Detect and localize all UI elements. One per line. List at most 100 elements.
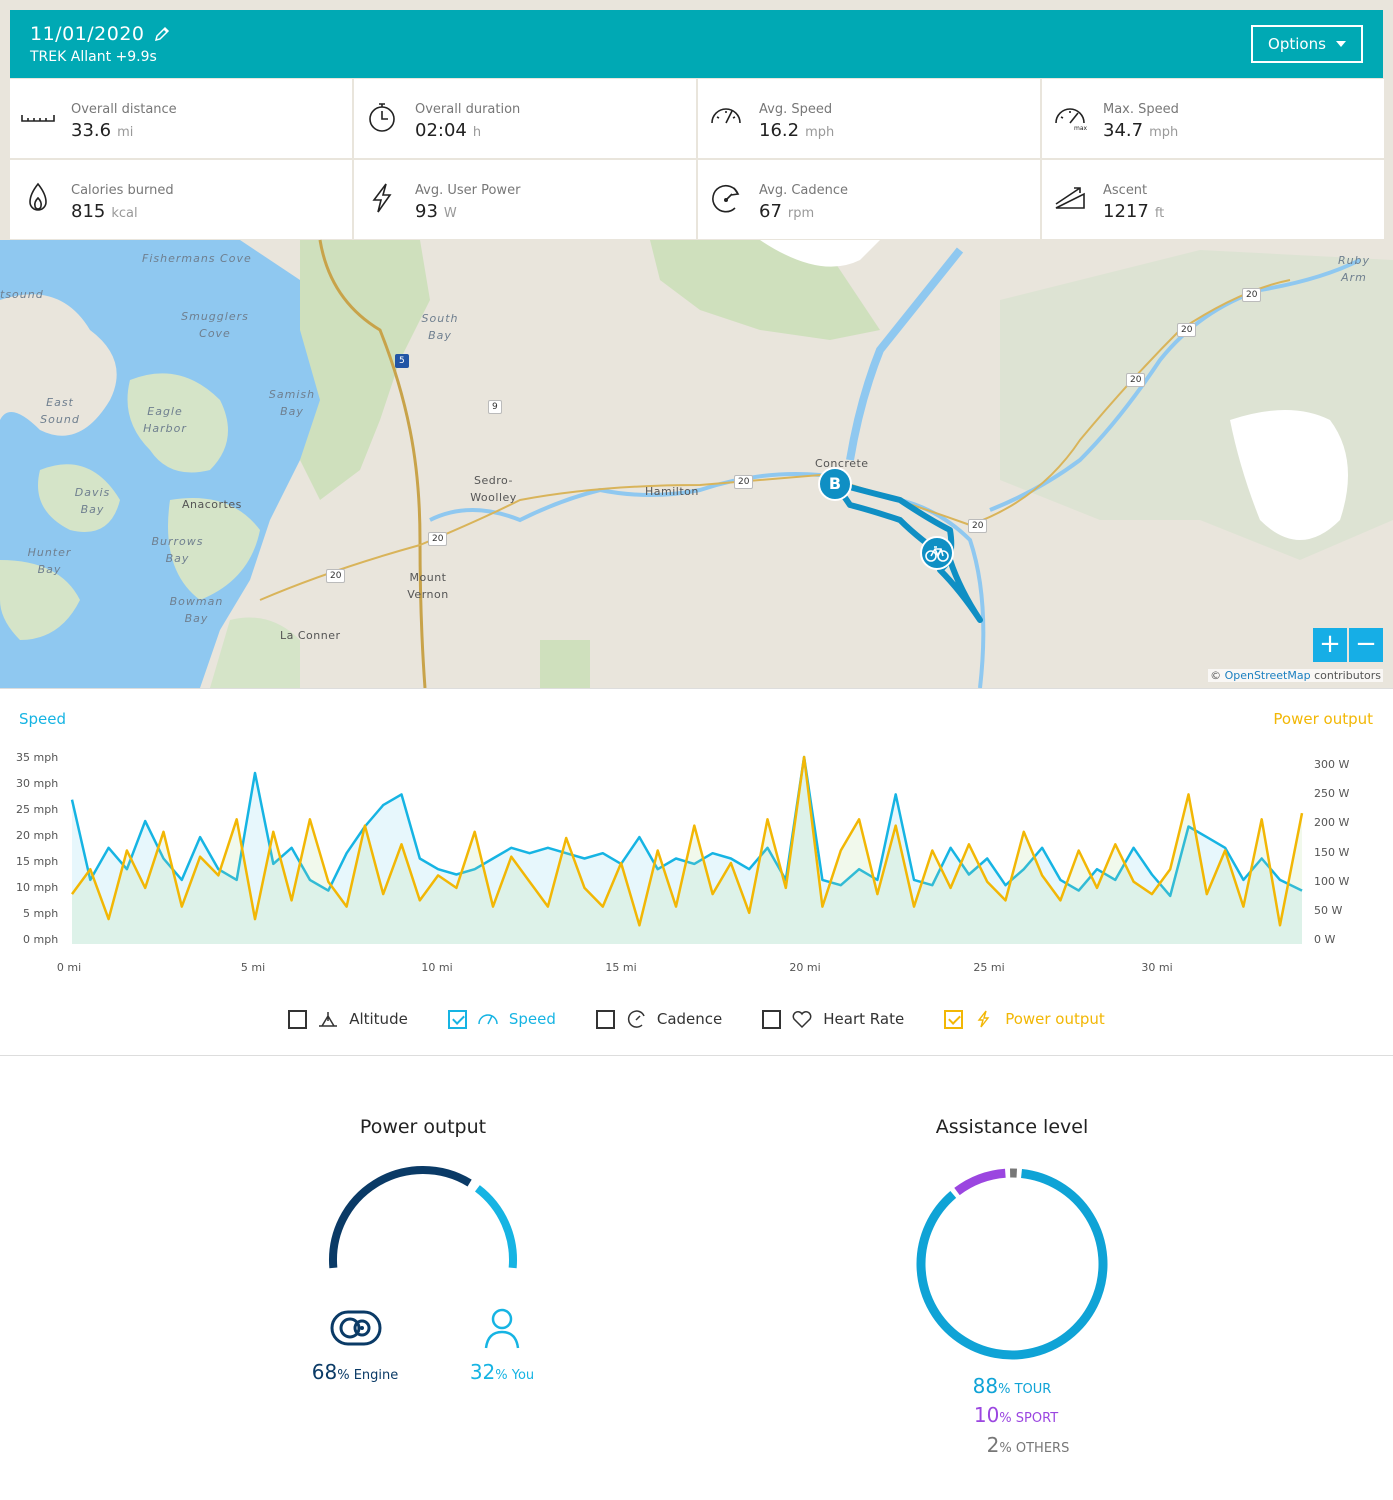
options-button[interactable]: Options (1251, 25, 1363, 63)
stat-value-row: 67 rpm (759, 201, 814, 222)
x-tick: 25 mi (973, 961, 1005, 974)
cadence-checkbox[interactable] (595, 1009, 615, 1029)
engine-percent: 68% Engine (312, 1360, 399, 1384)
stat-unit: mph (805, 125, 835, 140)
toggle-label: Heart Rate (823, 1010, 905, 1028)
lightning-icon (977, 1010, 990, 1028)
chart-series-toggles: Altitude Speed Cadence Heart Rate Power … (0, 1009, 1393, 1029)
map-background (0, 239, 1393, 688)
stat-value: 34.7 (1103, 120, 1144, 141)
assistance-level-ring (916, 1168, 1108, 1360)
speed-checkbox[interactable] (447, 1009, 467, 1029)
power-output-title: Power output (359, 1116, 487, 1138)
road-shield-20: 20 (326, 569, 346, 583)
x-tick: 20 mi (789, 961, 821, 974)
power-output-checkbox[interactable] (944, 1009, 964, 1029)
map-label-bowman-bay: Bowman Bay (169, 595, 224, 625)
sport-percent: 10% SPORT (974, 1403, 1058, 1427)
toggle-cadence[interactable]: Cadence (595, 1009, 723, 1029)
map-label-samish-bay: Samish Bay (268, 388, 316, 418)
options-label: Options (1268, 35, 1326, 53)
sport-value: 10 (973, 1403, 1000, 1427)
zoom-out-button[interactable]: − (1349, 628, 1383, 662)
road-shield-20: 20 (1126, 373, 1146, 387)
stat-unit: rpm (787, 206, 815, 221)
stat-ascent: Ascent 1217 ft (1042, 160, 1384, 239)
ride-date: 11/01/2020 (30, 23, 145, 45)
map-label-tsound: tsound (0, 288, 44, 301)
cadence-icon (712, 184, 740, 213)
map-label-smugglers-cove: Smugglers Cove (181, 310, 249, 340)
map-label-la-conner: La Conner (280, 629, 341, 642)
heart-rate-checkbox[interactable] (762, 1009, 782, 1029)
route-end-marker[interactable]: B (818, 467, 852, 501)
road-shield-20: 20 (1242, 288, 1262, 302)
ride-header: 11/01/2020 TREK Allant +9.9s Options (10, 10, 1383, 78)
chart-right-axis-title: Power output (1273, 710, 1373, 728)
y-right-tick: 250 W (1314, 787, 1350, 800)
toggle-altitude[interactable]: Altitude (288, 1009, 408, 1029)
stat-label: Overall duration (415, 102, 521, 117)
engine-arc (329, 1166, 472, 1269)
y-right-tick: 100 W (1314, 875, 1350, 888)
stat-unit: mi (117, 125, 134, 140)
stat-value-row: 1217 ft (1103, 201, 1164, 222)
chart-canvas[interactable] (0, 689, 1393, 989)
stat-avg-speed: Avg. Speed 16.2 mph (698, 79, 1040, 158)
zoom-in-button[interactable]: + (1313, 628, 1347, 662)
you-arc (474, 1185, 517, 1269)
y-right-tick: 200 W (1314, 816, 1350, 829)
road-shield-20: 20 (428, 532, 448, 546)
stat-label: Avg. Cadence (759, 183, 849, 198)
stat-value: 33.6 (71, 120, 112, 141)
tour-percent: 88% TOUR (973, 1374, 1052, 1398)
interstate-shield-5: 5 (395, 354, 409, 368)
stat-value-row: 16.2 mph (759, 120, 834, 141)
x-tick: 15 mi (605, 961, 637, 974)
engine-value: 68 (311, 1360, 338, 1384)
y-right-tick: 150 W (1314, 846, 1350, 859)
attribution-prefix: © (1210, 669, 1222, 682)
y-left-tick: 15 mph (16, 855, 59, 868)
road-shield-20: 20 (1177, 323, 1197, 337)
stat-value: 93 (415, 201, 438, 222)
road-shield-20: 20 (968, 519, 988, 533)
road-shield-9: 9 (488, 400, 502, 414)
y-left-tick: 20 mph (16, 829, 59, 842)
map-label-ruby-arm: Ruby Arm (1337, 254, 1371, 284)
ruler-icon (21, 115, 55, 122)
toggle-speed[interactable]: Speed (447, 1009, 556, 1029)
altitude-checkbox[interactable] (288, 1009, 308, 1029)
y-left-tick: 5 mph (23, 907, 59, 920)
openstreetmap-link[interactable]: OpenStreetMap (1224, 669, 1311, 682)
zoom-controls: + − (1313, 628, 1383, 662)
stats-grid: Overall distance 33.6 mi Overall duration… (10, 79, 1384, 239)
svg-text:max: max (1074, 125, 1088, 132)
x-tick: 10 mi (421, 961, 453, 974)
you-label: % You (495, 1368, 535, 1383)
bike-name: TREK Allant +9.9s (30, 49, 157, 65)
y-left-tick: 35 mph (16, 751, 59, 764)
stat-value: 02:04 (415, 120, 467, 141)
pencil-icon[interactable] (153, 25, 171, 43)
tour-label: % TOUR (998, 1382, 1052, 1397)
map-label-fishermans-cove: Fishermans Cove (142, 252, 252, 265)
toggle-power-output[interactable]: Power output (944, 1009, 1105, 1029)
flame-icon (29, 182, 47, 211)
map-label-hamilton: Hamilton (645, 485, 699, 498)
y-left-tick: 0 mph (23, 933, 59, 946)
stat-max-speed: max Max. Speed 34.7 mph (1042, 79, 1384, 158)
stat-value: 1217 (1103, 201, 1149, 222)
toggle-label: Cadence (656, 1010, 723, 1028)
stat-label: Overall distance (71, 102, 177, 117)
y-left-tick: 30 mph (16, 777, 59, 790)
stat-unit: h (472, 125, 482, 140)
toggle-heart-rate[interactable]: Heart Rate (762, 1009, 904, 1029)
ride-chart: Speed Power output 35 mph 30 mph 25 mph … (0, 688, 1393, 1056)
stat-label: Ascent (1103, 183, 1148, 198)
y-left-tick: 25 mph (16, 803, 59, 816)
map-label-sedro-woolley: Sedro-Woolley (470, 474, 517, 504)
chart-left-axis-title: Speed (19, 710, 67, 728)
power-output-gauge (329, 1166, 517, 1269)
bike-position-marker[interactable] (920, 536, 954, 570)
